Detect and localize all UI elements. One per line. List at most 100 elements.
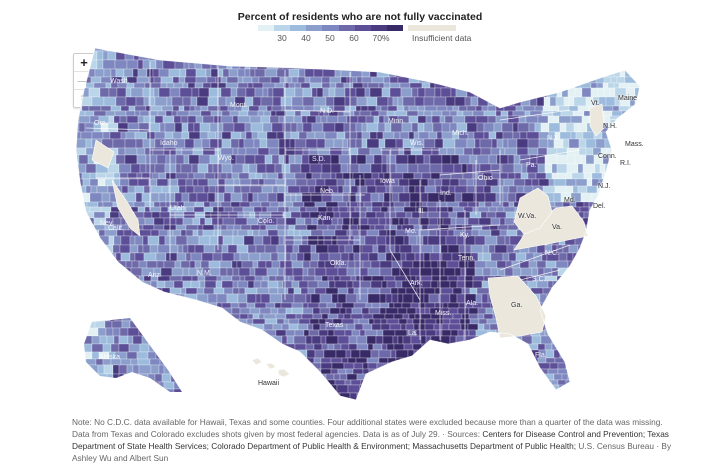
county-cell (353, 252, 361, 262)
county-cell (368, 318, 375, 325)
county-cell (578, 138, 587, 149)
county-cell (129, 320, 140, 329)
state-borders (75, 47, 641, 401)
county-cell (527, 172, 537, 180)
county-cell (373, 384, 387, 394)
county-cell (361, 76, 373, 84)
county-cell (209, 201, 222, 208)
county-cell (441, 163, 455, 174)
county-cell (447, 206, 454, 213)
county-cell (527, 82, 540, 89)
county-cell (76, 201, 78, 208)
county-cell (155, 395, 164, 401)
county-cell (586, 224, 597, 231)
zoom-in-button[interactable]: + (74, 54, 94, 72)
county-cell (301, 313, 314, 320)
county-cell (169, 87, 181, 98)
county-cell (572, 68, 585, 78)
county-cell (136, 154, 147, 165)
county-cell (595, 384, 605, 394)
county-cell (165, 192, 176, 203)
county-cell (600, 318, 609, 325)
county-cell (304, 68, 315, 78)
county-cell (290, 131, 300, 140)
county-cell (645, 44, 655, 51)
county-cell (176, 373, 182, 383)
county-cell (126, 351, 138, 360)
county-cell (592, 287, 602, 295)
county-cell (626, 147, 638, 156)
county-cell (293, 275, 304, 282)
county-cell (581, 115, 590, 124)
county-cell (555, 96, 565, 107)
county-cell (76, 252, 80, 262)
county-cell (264, 244, 278, 254)
county-cell (322, 229, 336, 237)
county-cell (257, 131, 268, 140)
county-cell (632, 287, 640, 295)
county-cell (464, 96, 472, 107)
county-cell (233, 185, 242, 194)
county-cell (376, 96, 389, 107)
county-cell (342, 217, 354, 226)
county-cell (342, 172, 354, 180)
county-cell (391, 192, 400, 203)
county-cell (97, 201, 104, 208)
county-cell (263, 323, 274, 331)
county-cell (487, 105, 497, 112)
county-cell (137, 358, 151, 366)
county-cell (258, 349, 272, 359)
county-cell (85, 163, 97, 174)
county-cell (418, 131, 430, 140)
county-cell (164, 235, 177, 246)
county-cell (477, 323, 485, 331)
county-cell (76, 185, 82, 194)
county-cell (380, 105, 389, 112)
county-cell (601, 402, 613, 409)
county-cell (70, 358, 75, 363)
county-cell (397, 335, 404, 345)
county-cell (379, 267, 393, 277)
county-cell (175, 362, 186, 370)
county-cell (496, 154, 509, 165)
county-cell (507, 68, 516, 78)
county-cell (266, 105, 273, 112)
county-cell (585, 252, 597, 262)
county-cell (647, 111, 659, 116)
county-cell (283, 87, 296, 98)
county-cell (91, 343, 104, 353)
county-cell (165, 172, 177, 180)
county-cell (409, 267, 421, 277)
county-cell (190, 280, 201, 289)
county-cell (78, 192, 91, 203)
state-label: S.C. (532, 276, 546, 283)
county-cell (241, 362, 254, 370)
county-cell (221, 163, 233, 174)
county-cell (423, 260, 432, 269)
county-cell (308, 329, 320, 337)
county-cell (92, 402, 97, 409)
county-cell (566, 252, 574, 262)
county-cell (236, 402, 244, 409)
county-cell (565, 172, 573, 180)
county-cell (254, 302, 267, 309)
county-cell (343, 313, 352, 320)
county-cell (360, 402, 365, 409)
county-cell (211, 373, 220, 381)
county-cell (625, 185, 633, 194)
county-cell (591, 68, 603, 78)
county-cell (354, 59, 366, 70)
county-cell (239, 373, 249, 381)
county-cell (242, 76, 253, 84)
county-cell (176, 373, 187, 381)
county-cell (432, 122, 443, 133)
county-cell (625, 48, 635, 52)
county-cell (439, 392, 450, 400)
county-cell (450, 217, 457, 226)
county-cell (175, 217, 184, 226)
county-cell (421, 147, 433, 156)
county-cell (627, 206, 640, 213)
county-cell (201, 392, 209, 400)
county-cell (271, 154, 280, 165)
